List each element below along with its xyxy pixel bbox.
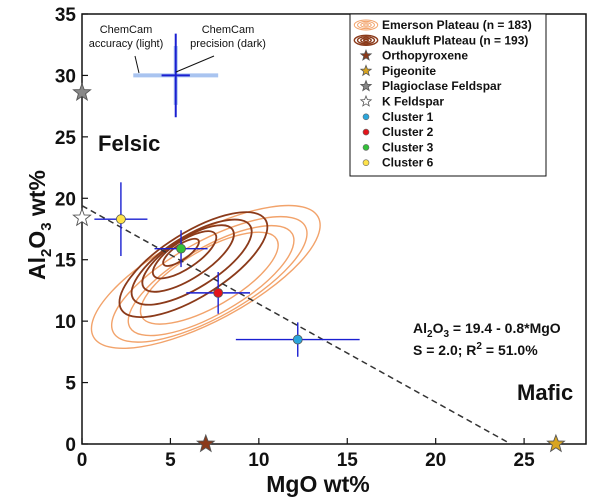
legend-label: Plagioclase Feldspar [382,79,502,93]
y-axis-ticks: 0 5 10 15 20 25 30 35 [55,5,88,456]
fit-eq-sub2: 2 [427,329,433,340]
fit-eq-al: Al [413,320,427,336]
felsic-label: Felsic [98,131,160,156]
legend-label: Cluster 1 [382,110,434,124]
precision-pointer [175,55,215,73]
dot-icon [362,128,370,136]
y-tick-label: 10 [55,312,76,333]
legend: Emerson Plateau (n = 183)Naukluft Platea… [349,13,547,177]
mineral-star [72,82,92,101]
legend-label: K Feldspar [382,95,444,109]
emerson-contour [110,215,308,343]
legend-label: Pigeonite [382,64,436,78]
contour-dark-icon [360,37,372,44]
accuracy-label-line1: ChemCam [100,24,153,36]
x-tick-label: 25 [514,450,536,471]
accuracy-pointer [134,55,140,74]
plot-area [72,13,587,453]
y-tick-label: 0 [65,435,76,456]
y-axis-title-o: O [24,231,50,249]
cluster-point [292,334,303,345]
y-tick-label: 15 [55,251,77,272]
contour-light-icon [360,22,372,28]
emerson-contour [90,204,321,350]
y-axis-title-sub2: 2 [38,249,55,257]
contour-light-icon [357,20,375,30]
y-axis-title-al: Al [24,257,50,280]
star-icon [359,48,373,61]
x-tick-label: 20 [425,450,446,471]
contour-light-icon [363,23,369,27]
y-axis-title-unit: wt% [24,170,50,222]
naukluft-contour [118,211,269,319]
y-axis-title: Al2O3 wt% [24,170,55,280]
dot-icon [362,159,370,166]
plot-frame [81,13,587,445]
mineral-star [195,433,216,453]
x-tick-label: 10 [248,450,269,471]
accuracy-label-line2: accuracy (light) [89,38,164,50]
star-icon [359,64,373,77]
contour-light-icon [353,19,379,31]
fit-stats-sup2: 2 [476,341,482,352]
x-axis-ticks: 0 5 10 15 20 25 [77,438,535,471]
fit-eq-sub3: 3 [443,329,449,340]
y-tick-label: 20 [55,189,76,210]
x-axis-title: MgO wt% [266,471,370,497]
legend-label: Orthopyroxene [382,49,468,63]
fit-stats-c: = 51.0% [482,342,538,358]
precision-label-line1: ChemCam [202,24,255,36]
x-tick-label: 5 [165,450,176,471]
mineral-star [546,433,566,453]
legend-box [349,13,547,177]
legend-label: Emerson Plateau (n = 183) [382,18,532,32]
legend-label: Cluster 3 [382,140,434,154]
mineral-star [72,207,92,227]
naukluft-contour [130,218,253,306]
contour-dark-icon [362,38,370,42]
y-tick-label: 30 [55,66,76,87]
cluster-point [213,287,224,298]
y-tick-label: 5 [65,374,76,395]
legend-label: Naukluft Plateau (n = 193) [382,33,528,47]
mineral-stars [72,82,566,453]
y-axis-title-sub3: 3 [38,222,55,230]
y-tick-label: 35 [55,5,77,26]
naukluft-contour [141,224,235,293]
precision-label-line2: precision (dark) [190,38,266,50]
emerson-contour [127,224,295,337]
cluster-point [176,243,186,254]
star-icon [359,79,373,92]
fit-stats: S = 2.0; R2 = 51.0% [413,341,538,358]
cluster-points [94,182,360,357]
star-icon [359,94,373,107]
contour-dark-icon [353,34,379,46]
fit-eq-rest: = 19.4 - 0.8*MgO [449,320,561,336]
y-tick-label: 25 [55,128,77,149]
x-tick-label: 0 [77,450,88,471]
legend-label: Cluster 6 [382,156,434,170]
mafic-label: Mafic [517,380,573,405]
x-tick-label: 15 [337,450,359,471]
dot-icon [362,113,370,121]
naukluft-contour [151,230,218,280]
cluster-point [116,214,126,225]
fit-stats-a: S = 2.0; R [413,342,476,358]
fit-eq-o: O [433,320,444,336]
density-contours [90,204,321,350]
contour-dark-icon [356,36,376,45]
dot-icon [362,144,370,151]
fit-line [81,205,512,445]
legend-label: Cluster 2 [382,125,434,139]
chemcam-precision-marker [133,33,219,118]
fit-equation: Al2O3 = 19.4 - 0.8*MgO [413,320,561,340]
